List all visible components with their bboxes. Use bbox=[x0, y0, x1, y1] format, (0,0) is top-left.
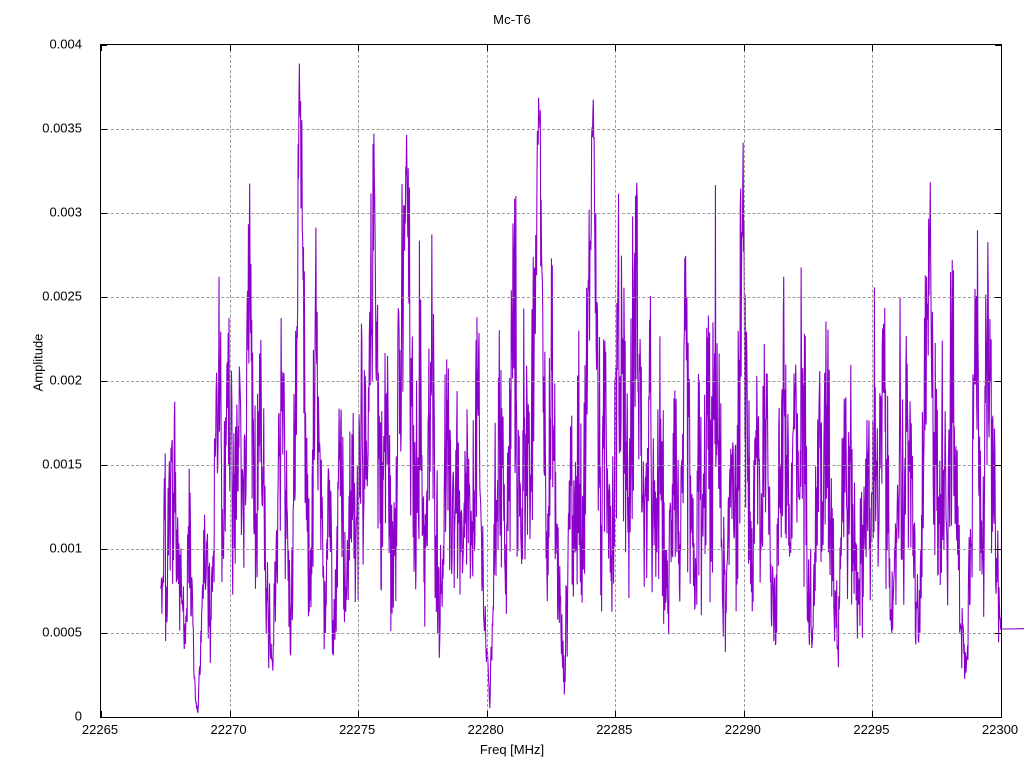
x-axis-tick-label: 22300 bbox=[981, 722, 1019, 737]
y-axis-tick bbox=[101, 129, 107, 130]
x-axis-tick bbox=[1001, 711, 1002, 717]
y-axis-tick bbox=[995, 129, 1001, 130]
y-axis-tick bbox=[995, 381, 1001, 382]
x-axis-tick-label: 22275 bbox=[339, 722, 376, 737]
x-axis-tick bbox=[229, 711, 231, 717]
x-axis-tick bbox=[486, 45, 488, 51]
x-axis-tick-label: 22280 bbox=[467, 722, 504, 737]
x-axis-tick-label: 22290 bbox=[724, 722, 761, 737]
y-axis-tick-labels: 0 0.0005 0.001 0.0015 0.002 0.0025 0.003 0.0035… bbox=[0, 37, 92, 724]
x-axis-tick bbox=[486, 711, 488, 717]
y-axis-tick-label: 0.0005 bbox=[42, 624, 82, 640]
x-axis-tick bbox=[101, 45, 102, 51]
y-axis-tick-label: 0.003 bbox=[49, 204, 82, 220]
x-axis-tick-label: 22295 bbox=[853, 722, 890, 737]
y-axis-tick bbox=[101, 549, 107, 550]
x-axis-tick bbox=[872, 45, 874, 51]
y-axis-tick-label: 0.0035 bbox=[42, 120, 82, 136]
data-series-line bbox=[101, 45, 1001, 717]
y-axis-tick bbox=[995, 297, 1001, 298]
x-axis-tick bbox=[743, 45, 745, 51]
y-axis-tick bbox=[995, 45, 1001, 46]
y-axis-tick bbox=[101, 45, 107, 46]
y-axis-tick bbox=[995, 633, 1001, 634]
x-axis-tick bbox=[872, 711, 874, 717]
x-axis-tick bbox=[743, 711, 745, 717]
x-axis-tick bbox=[101, 711, 102, 717]
y-axis-tick bbox=[101, 297, 107, 298]
x-axis-tick bbox=[358, 711, 360, 717]
y-axis-title: Amplitude bbox=[30, 333, 46, 392]
y-axis-tick bbox=[995, 717, 1001, 718]
y-axis-tick bbox=[995, 465, 1001, 466]
y-axis-tick-label: 0.001 bbox=[49, 540, 82, 556]
y-axis-tick-label: 0.002 bbox=[49, 372, 82, 388]
y-axis-tick-label: 0.0015 bbox=[42, 456, 82, 472]
y-axis-tick bbox=[995, 213, 1001, 214]
x-axis-tick bbox=[615, 45, 617, 51]
plot-area bbox=[100, 44, 1002, 718]
y-axis-tick bbox=[101, 381, 107, 382]
y-axis-tick bbox=[101, 717, 107, 718]
y-axis-tick bbox=[101, 213, 107, 214]
y-axis-tick bbox=[101, 465, 107, 466]
x-axis-tick-label: 22270 bbox=[210, 722, 247, 737]
y-axis-tick-label: 0.0025 bbox=[42, 288, 82, 304]
x-axis-tick-labels: 22265 22270 22275 22280 22285 22290 22295 22300 bbox=[82, 722, 1018, 744]
x-axis-title: Freq [MHz] bbox=[479, 742, 545, 757]
y-axis-tick bbox=[995, 549, 1001, 550]
x-axis-tick bbox=[358, 45, 360, 51]
y-axis-tick-label: 0.004 bbox=[49, 36, 82, 52]
y-axis-tick-label: 0 bbox=[74, 708, 82, 724]
x-axis-tick bbox=[1001, 45, 1002, 51]
y-axis-tick bbox=[101, 633, 107, 634]
x-axis-tick-label: 22265 bbox=[81, 722, 119, 737]
x-axis-tick bbox=[615, 711, 617, 717]
x-axis-tick bbox=[229, 45, 231, 51]
x-axis-tick-label: 22285 bbox=[596, 722, 633, 737]
page-title: Mc-T6 bbox=[493, 12, 531, 27]
